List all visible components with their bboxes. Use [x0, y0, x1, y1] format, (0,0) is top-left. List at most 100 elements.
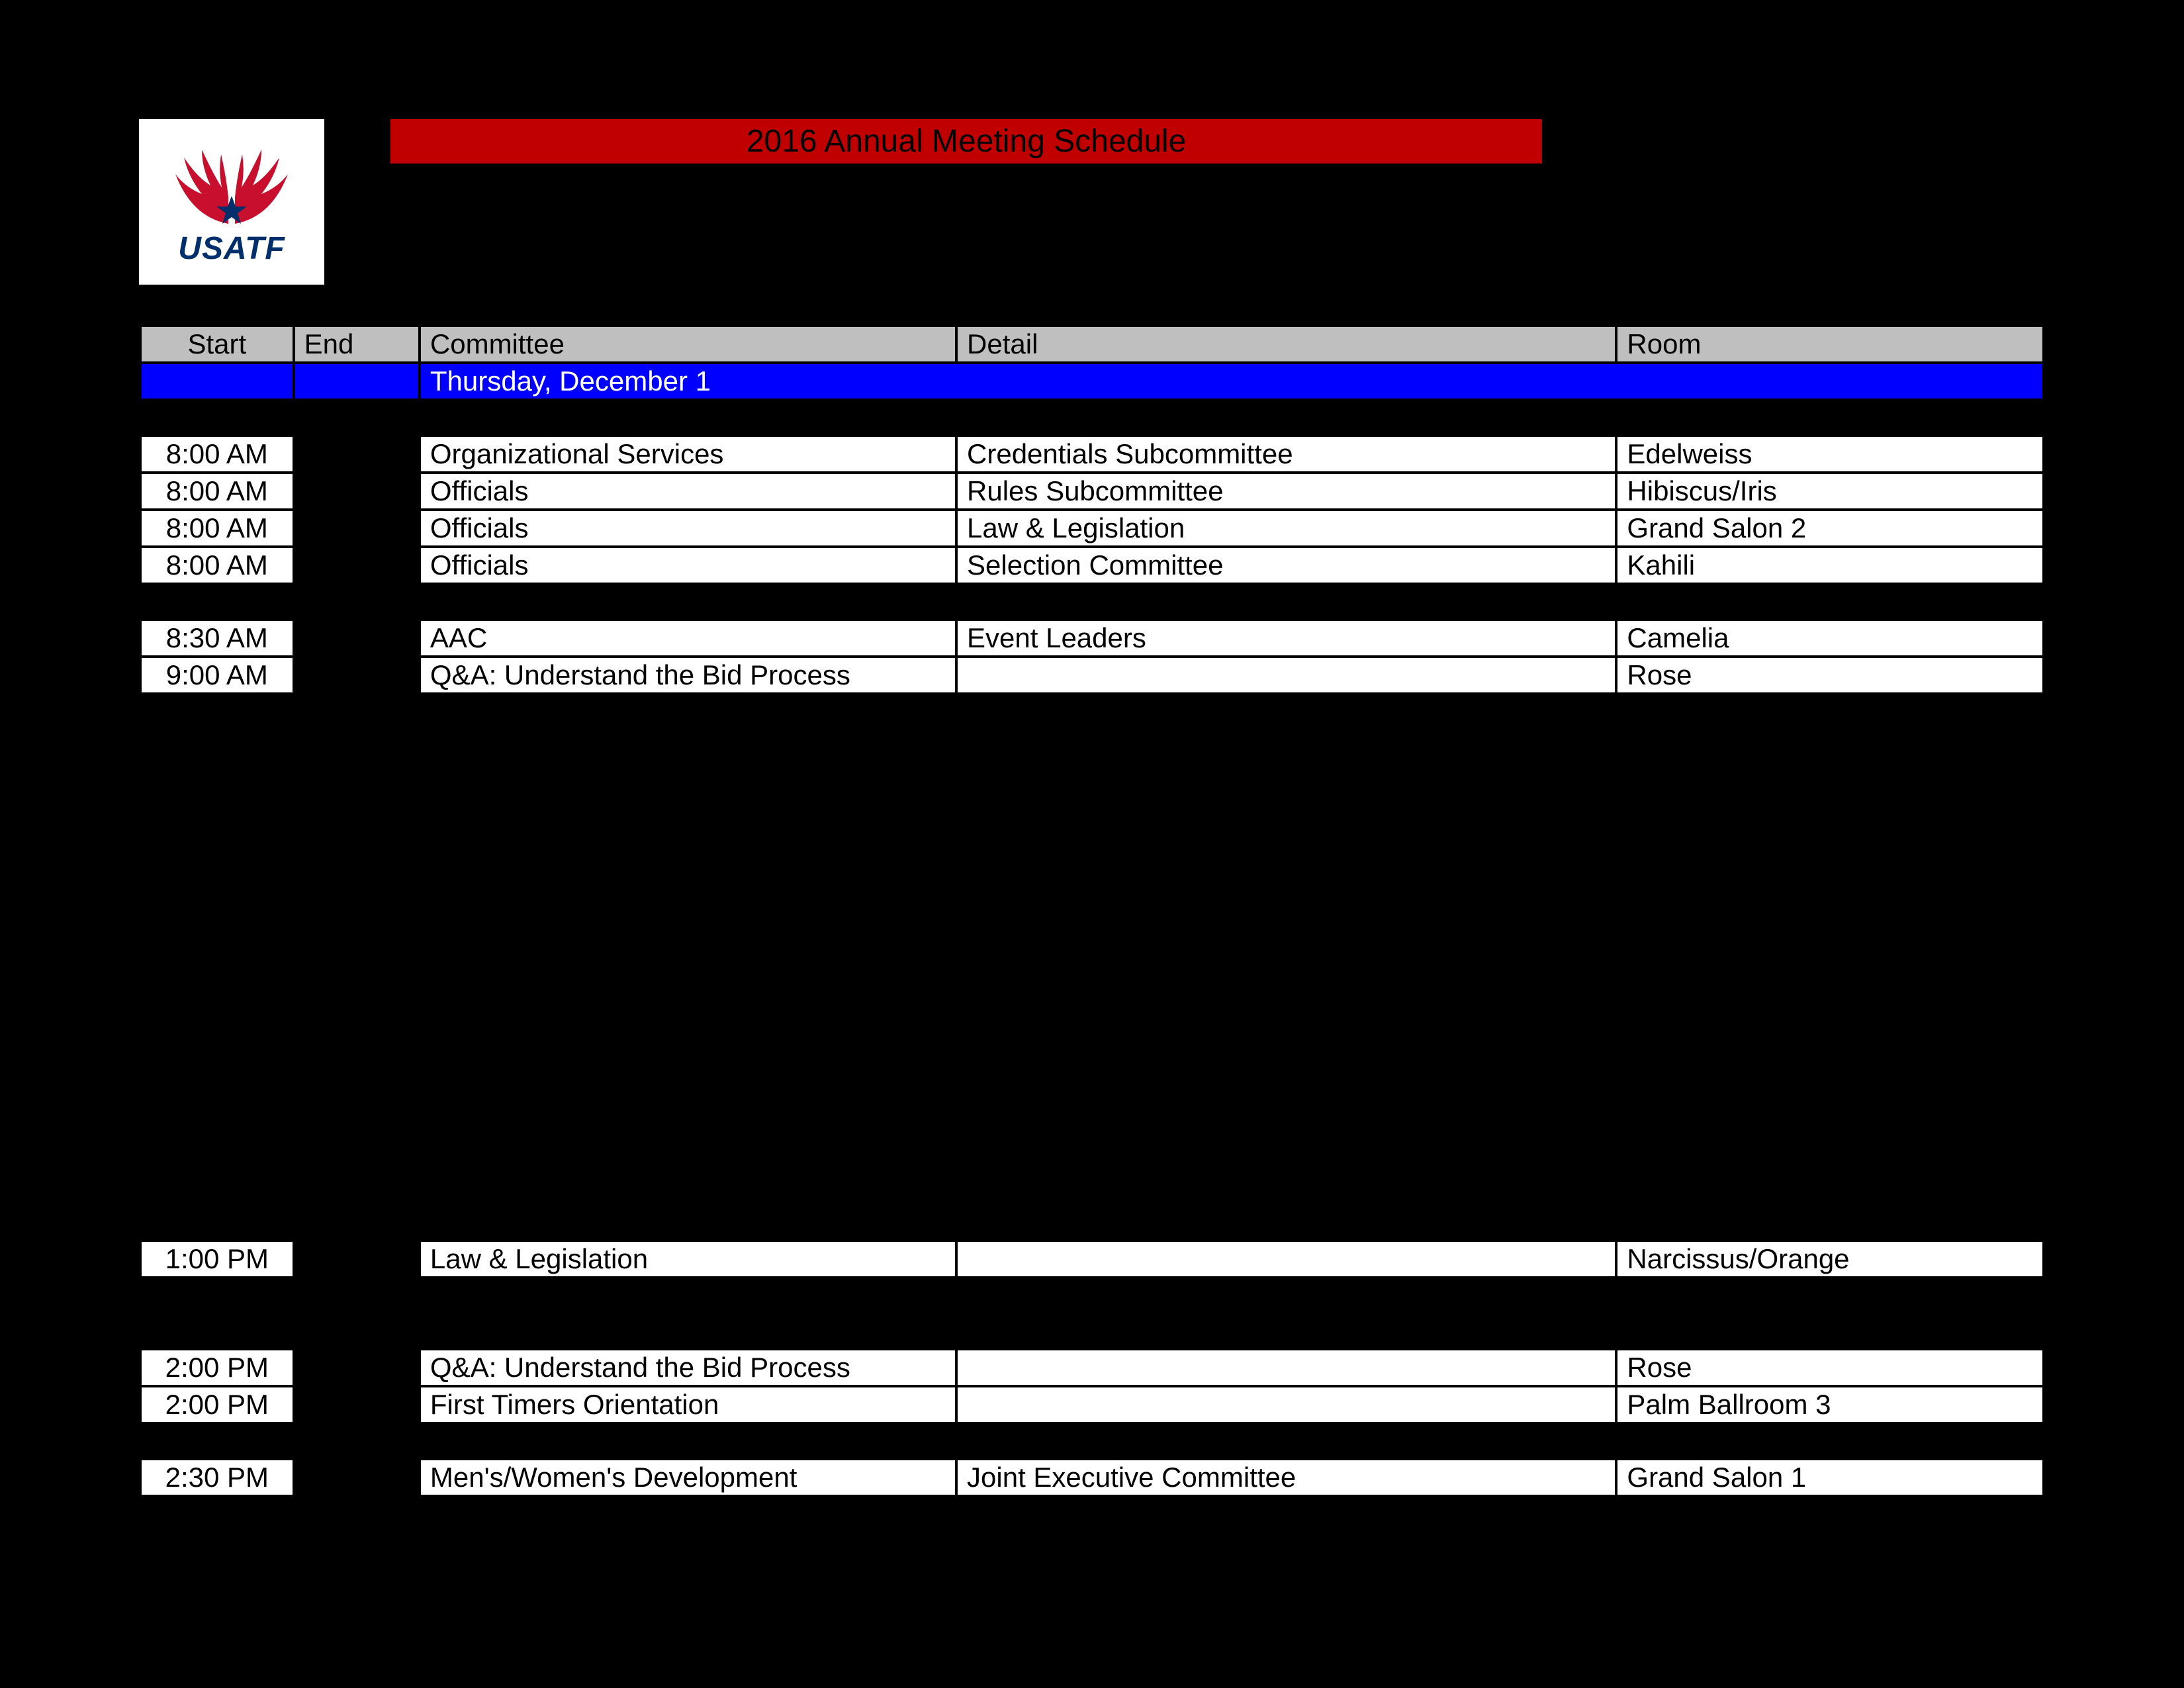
- cell-detail: Event Leaders: [958, 621, 1615, 655]
- blank-cell: [142, 874, 293, 907]
- blank-cell: [958, 1425, 1615, 1458]
- cell-room: Rose: [1617, 658, 2042, 692]
- blank-cell: [1617, 1206, 2042, 1239]
- blank-cell: [958, 401, 1615, 434]
- blank-cell: [295, 1315, 418, 1348]
- table-row: [142, 1425, 2042, 1458]
- blank-cell: [295, 945, 418, 1018]
- cell-start: 2:00 PM: [142, 1350, 293, 1385]
- blank-cell: [958, 910, 1615, 943]
- blank-cell: [958, 1021, 1615, 1054]
- blank-cell: [142, 767, 293, 800]
- table-row: 8:00 AMOfficialsSelection CommitteeKahil…: [142, 548, 2042, 583]
- blank-cell: [958, 1135, 1615, 1168]
- col-room: Room: [1617, 327, 2042, 361]
- table-row: 8:00 AMOfficialsLaw & LegislationGrand S…: [142, 511, 2042, 545]
- cell-start: 1:00 PM: [142, 1242, 293, 1276]
- date-row: Thursday, December 1: [142, 364, 2042, 399]
- schedule-table-bottom: 1:00 PMLaw & LegislationNarcissus/Orange…: [139, 1132, 2045, 1497]
- table-row: [142, 1170, 2042, 1203]
- cell-end: [295, 548, 418, 583]
- cell-start: 8:00 AM: [142, 437, 293, 471]
- cell-committee: Q&A: Understand the Bid Process: [421, 658, 955, 692]
- blank-cell: [1617, 695, 2042, 728]
- blank-cell: [1617, 585, 2042, 618]
- blank-cell: [295, 1056, 418, 1090]
- table-row: [142, 1135, 2042, 1168]
- blank-cell: [142, 695, 293, 728]
- blank-cell: [421, 874, 955, 907]
- table-row: 8:00 AMOrganizational ServicesCredential…: [142, 437, 2042, 471]
- blank-cell: [958, 731, 1615, 764]
- blank-cell: [142, 585, 293, 618]
- blank-cell: [1617, 1425, 2042, 1458]
- table-row: 1:00 PMLaw & LegislationNarcissus/Orange: [142, 1242, 2042, 1276]
- table-row: [142, 874, 2042, 907]
- blank-cell: [421, 802, 955, 835]
- cell-committee: Officials: [421, 511, 955, 545]
- blank-cell: [958, 874, 1615, 907]
- table-row: [142, 695, 2042, 728]
- table-row: 2:00 PMFirst Timers OrientationPalm Ball…: [142, 1387, 2042, 1422]
- col-detail: Detail: [958, 327, 1615, 361]
- table-row: 9:00 AMQ&A: Understand the Bid ProcessRo…: [142, 658, 2042, 692]
- cell-end: [295, 511, 418, 545]
- table-row: [142, 945, 2042, 1018]
- header-row: USATF 2016 Annual Meeting Schedule: [139, 119, 2045, 285]
- blank-cell: [1617, 1056, 2042, 1090]
- blank-cell: [421, 731, 955, 764]
- cell-detail: Selection Committee: [958, 548, 1615, 583]
- blank-cell: [295, 695, 418, 728]
- blank-cell: [142, 1021, 293, 1054]
- cell-room: Edelweiss: [1617, 437, 2042, 471]
- cell-start: 8:00 AM: [142, 474, 293, 508]
- cell-committee: First Timers Orientation: [421, 1387, 955, 1422]
- blank-cell: [1617, 401, 2042, 434]
- blank-cell: [1617, 767, 2042, 800]
- cell-room: Grand Salon 1: [1617, 1460, 2042, 1495]
- blank-cell: [1617, 910, 2042, 943]
- cell-start: 8:00 AM: [142, 511, 293, 545]
- cell-detail: [958, 1350, 1615, 1385]
- blank-cell: [142, 1206, 293, 1239]
- date-blank: [142, 364, 293, 399]
- cell-room: Camelia: [1617, 621, 2042, 655]
- table-row: [142, 1056, 2042, 1090]
- column-header-row: Start End Committee Detail Room: [142, 327, 2042, 361]
- blank-cell: [1617, 1021, 2042, 1054]
- blank-cell: [421, 838, 955, 871]
- cell-committee: AAC: [421, 621, 955, 655]
- blank-cell: [142, 945, 293, 1018]
- blank-cell: [958, 585, 1615, 618]
- cell-room: Palm Ballroom 3: [1617, 1387, 2042, 1422]
- blank-cell: [142, 1279, 293, 1312]
- table-row: [142, 731, 2042, 764]
- cell-committee: Organizational Services: [421, 437, 955, 471]
- blank-cell: [958, 695, 1615, 728]
- blank-cell: [295, 1135, 418, 1168]
- blank-cell: [421, 1425, 955, 1458]
- cell-detail: [958, 1242, 1615, 1276]
- blank-cell: [1617, 1135, 2042, 1168]
- blank-cell: [958, 1315, 1615, 1348]
- blank-cell: [295, 1279, 418, 1312]
- col-end: End: [295, 327, 418, 361]
- blank-cell: [958, 1279, 1615, 1312]
- col-committee: Committee: [421, 327, 955, 361]
- cell-detail: Law & Legislation: [958, 511, 1615, 545]
- blank-cell: [295, 1425, 418, 1458]
- table-row: [142, 910, 2042, 943]
- cell-start: 8:30 AM: [142, 621, 293, 655]
- usatf-wings-icon: [165, 138, 298, 230]
- blank-cell: [421, 1170, 955, 1203]
- blank-cell: [295, 838, 418, 871]
- date-label: Thursday, December 1: [421, 364, 2042, 399]
- table-row: [142, 585, 2042, 618]
- blank-cell: [295, 874, 418, 907]
- cell-room: Narcissus/Orange: [1617, 1242, 2042, 1276]
- cell-committee: Officials: [421, 548, 955, 583]
- blank-cell: [958, 1056, 1615, 1090]
- blank-cell: [421, 401, 955, 434]
- cell-committee: Men's/Women's Development: [421, 1460, 955, 1495]
- blank-cell: [295, 401, 418, 434]
